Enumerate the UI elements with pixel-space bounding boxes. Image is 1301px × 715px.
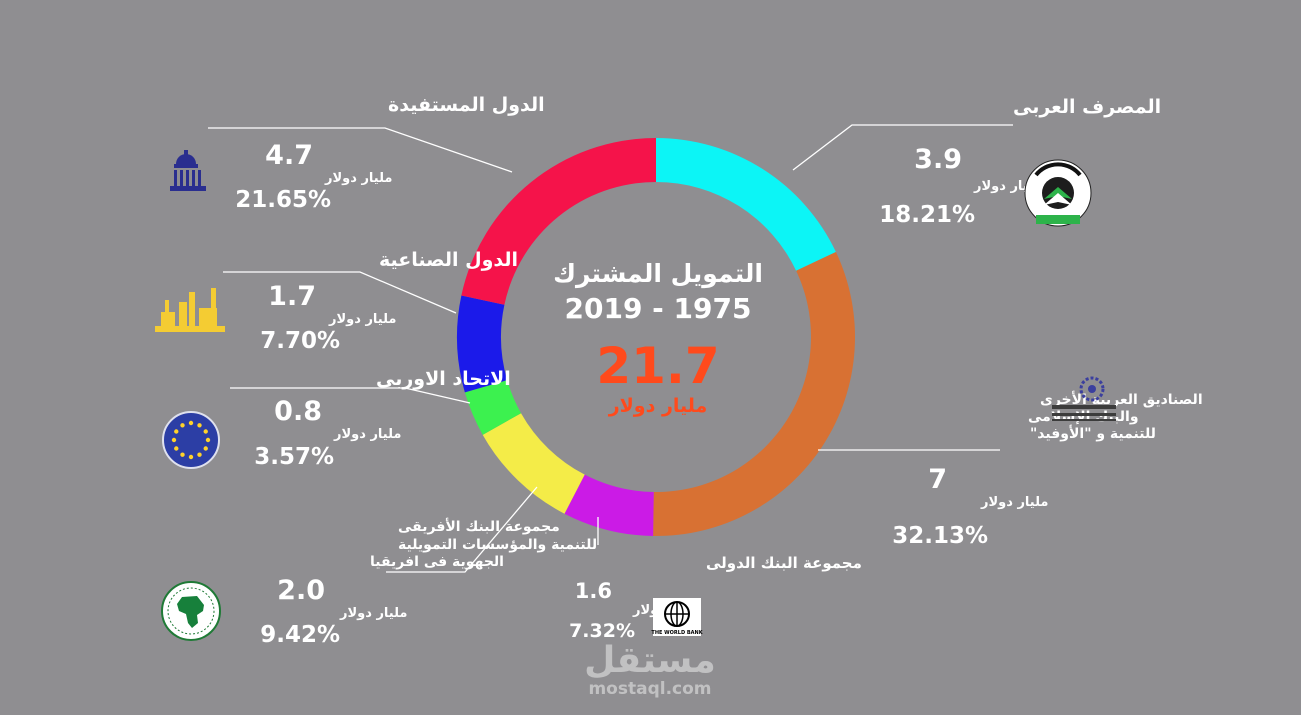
slice-value: 3.9 (914, 144, 962, 175)
slice-unit: مليار دولار (339, 606, 407, 621)
slice-unit: مليار دولار (333, 427, 401, 442)
slice-percent: 7.70% (260, 328, 340, 354)
slice-label-line-3: الجهوية فى افريقيا (370, 554, 504, 570)
eu-flag-icon (162, 411, 220, 469)
slice-unit: مليار دولار (973, 179, 1041, 194)
annotation-world-bank: مجموعة البنك الدولى 1.6 مليار دولار 7.32… (569, 554, 862, 642)
eu-star (171, 437, 177, 443)
watermark-logo: مستقل (584, 640, 716, 681)
eu-star (180, 452, 185, 457)
annotation-arab-bank: المصرف العربى 3.9 مليار دولار 18.21% (879, 96, 1161, 228)
leader-line-industrial (223, 271, 457, 314)
slice-percent: 32.13% (892, 523, 988, 549)
donut-slice-0 (656, 138, 836, 271)
eu-star (174, 429, 179, 434)
donut-slice-4 (464, 380, 522, 435)
eu-star (174, 446, 179, 451)
badea-logo (1024, 159, 1092, 227)
eu-star (205, 437, 211, 443)
slice-percent: 21.65% (235, 187, 331, 213)
annotation-industrial: الدول الصناعية 1.7 مليار دولار 7.70% (155, 249, 518, 354)
leader-line-beneficiary (208, 127, 513, 173)
slice-unit: مليار دولار (328, 312, 396, 327)
watermark: مستقل mostaql.com (584, 640, 716, 699)
donut-slice-3 (482, 413, 585, 514)
eu-star (188, 454, 194, 460)
slice-label-line-1: الصناديق العربية الأخرى (1040, 391, 1203, 408)
eu-star (188, 420, 194, 426)
donut-slice-1 (653, 251, 855, 536)
slice-label-line-2: والبنك الإسلامى (1028, 409, 1139, 425)
donut-slice-5 (457, 295, 508, 393)
government-building-icon (170, 150, 206, 191)
eu-star (203, 429, 208, 434)
chart-subtitle: 2019 - 1975 (565, 292, 752, 325)
annotation-arab-funds: الصناديق العربية الأخرى والبنك الإسلامى … (892, 376, 1203, 549)
eu-star (203, 446, 208, 451)
slice-value: 0.8 (274, 396, 322, 427)
world-bank-logo: THE WORLD BANK (651, 598, 704, 636)
slice-label: الدول الصناعية (379, 249, 518, 271)
total-value: 21.7 (596, 337, 719, 395)
slice-label: المصرف العربى (1013, 96, 1161, 118)
slice-label: مجموعة البنك الدولى (706, 554, 862, 572)
leader-line-eu (230, 387, 471, 404)
slice-label-line-3: للتنمية و "الأوفيد" (1030, 425, 1156, 442)
chart-title: التمويل المشترك (553, 259, 763, 289)
annotation-beneficiary: الدول المستفيدة 4.7 مليار دولار 21.65% (170, 94, 545, 213)
slice-label-line-1: مجموعة البنك الأفريقى (398, 518, 560, 535)
slice-percent: 3.57% (254, 444, 334, 470)
leader-line-arab-bank (792, 124, 1013, 171)
slice-value: 7 (928, 464, 947, 495)
slice-unit: مليار دولار (324, 171, 392, 186)
slice-percent: 18.21% (879, 202, 975, 228)
donut-slice-2 (564, 474, 654, 536)
eu-star (197, 452, 202, 457)
slice-value: 1.7 (268, 281, 316, 312)
slice-percent: 9.42% (260, 622, 340, 648)
slice-label: الاتحاد الاوربى (376, 368, 511, 390)
donut-slice-6 (461, 138, 656, 305)
slice-percent: 7.32% (569, 620, 635, 642)
donut-chart (457, 138, 855, 536)
factory-icon (155, 288, 225, 332)
leader-line-african-bank (386, 486, 538, 573)
slice-value: 4.7 (265, 140, 313, 171)
african-bank-logo (161, 581, 221, 641)
total-unit: مليار دولار (608, 395, 708, 417)
annotation-african-bank: مجموعة البنك الأفريقى للتنمية والمؤسسات … (161, 518, 597, 648)
slice-value: 1.6 (575, 579, 612, 603)
watermark-url: mostaql.com (588, 679, 711, 699)
slice-unit: مليار دولار (980, 495, 1048, 510)
slice-label: الدول المستفيدة (388, 94, 545, 116)
slice-label-line-2: للتنمية والمؤسسات التمويلية (398, 537, 597, 553)
annotation-eu: الاتحاد الاوربى 0.8 مليار دولار 3.57% (162, 368, 511, 470)
eu-star (197, 423, 202, 428)
slice-value: 2.0 (277, 575, 325, 606)
arab-funds-logo (1052, 376, 1116, 421)
eu-star (180, 423, 185, 428)
world-bank-logo-text: THE WORLD BANK (651, 630, 703, 636)
